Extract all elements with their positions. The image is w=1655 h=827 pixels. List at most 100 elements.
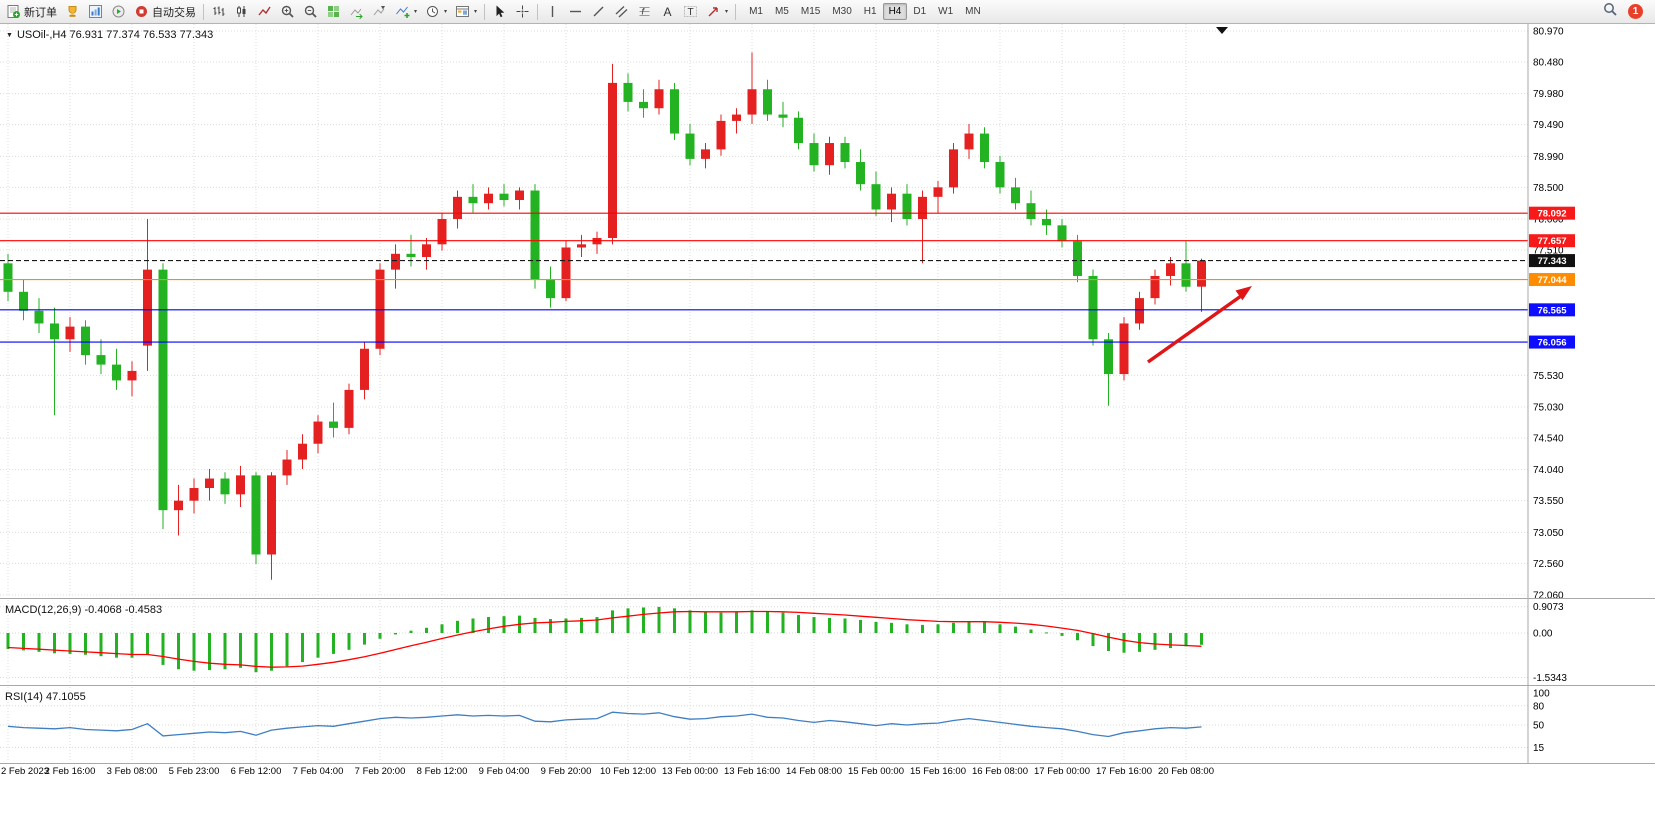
new-order-button[interactable]: 新订单 xyxy=(2,2,61,22)
cursor-icon xyxy=(492,4,507,19)
trendline-icon xyxy=(591,4,606,19)
zoom-out-button[interactable] xyxy=(299,2,322,22)
vertical-line-button[interactable] xyxy=(541,2,564,22)
svg-text:73.050: 73.050 xyxy=(1533,528,1564,539)
timeframe-button-m15[interactable]: M15 xyxy=(795,3,826,20)
label-button[interactable]: T xyxy=(679,2,702,22)
svg-text:20 Feb 08:00: 20 Feb 08:00 xyxy=(1158,766,1214,777)
notification-badge[interactable]: 1 xyxy=(1628,4,1643,19)
periods-icon xyxy=(425,4,440,19)
rsi-name: RSI(14) xyxy=(5,691,43,703)
cursor-button[interactable] xyxy=(488,2,511,22)
timeframe-button-h1[interactable]: H1 xyxy=(858,3,883,20)
toolbar-separator xyxy=(203,3,204,20)
macd-values: -0.4068 -0.4583 xyxy=(84,604,163,616)
timeframe-button-m30[interactable]: M30 xyxy=(826,3,857,20)
svg-text:9 Feb 04:00: 9 Feb 04:00 xyxy=(479,766,530,777)
svg-text:74.540: 74.540 xyxy=(1533,434,1564,445)
svg-text:78.500: 78.500 xyxy=(1533,183,1564,194)
channel-button[interactable] xyxy=(610,2,633,22)
rsi-label: RSI(14) 47.1055 xyxy=(5,691,86,703)
zoom-in-icon xyxy=(280,4,295,19)
toolbar-right-group: 1 xyxy=(1602,1,1653,22)
svg-text:14 Feb 08:00: 14 Feb 08:00 xyxy=(786,766,842,777)
line-chart-button[interactable] xyxy=(253,2,276,22)
timeframe-button-mn[interactable]: MN xyxy=(959,3,987,20)
symbol-dropdown-icon[interactable]: ▼ xyxy=(6,31,13,39)
svg-text:7 Feb 04:00: 7 Feb 04:00 xyxy=(293,766,344,777)
svg-text:16 Feb 08:00: 16 Feb 08:00 xyxy=(972,766,1028,777)
svg-text:78.990: 78.990 xyxy=(1533,152,1564,163)
svg-text:17 Feb 00:00: 17 Feb 00:00 xyxy=(1034,766,1090,777)
timeframe-button-m1[interactable]: M1 xyxy=(743,3,769,20)
svg-text:77.343: 77.343 xyxy=(1537,256,1566,267)
crosshair-icon xyxy=(515,4,530,19)
shapes-button[interactable]: ▾ xyxy=(702,2,732,22)
fibonacci-icon: f xyxy=(637,4,652,19)
trendline-button[interactable] xyxy=(587,2,610,22)
fibonacci-button[interactable]: f xyxy=(633,2,656,22)
dropdown-caret-icon: ▾ xyxy=(474,9,478,15)
zoom-in-button[interactable] xyxy=(276,2,299,22)
timeframe-button-m5[interactable]: M5 xyxy=(769,3,795,20)
zoom-out-icon xyxy=(303,4,318,19)
svg-text:13 Feb 00:00: 13 Feb 00:00 xyxy=(662,766,718,777)
indicators-button[interactable]: ▾ xyxy=(391,2,421,22)
crosshair-button[interactable] xyxy=(511,2,534,22)
auto-trading-icon xyxy=(134,4,149,19)
macd-name: MACD(12,26,9) xyxy=(5,604,82,616)
label-icon: T xyxy=(683,4,698,19)
dropdown-caret-icon: ▾ xyxy=(725,9,729,15)
svg-text:15: 15 xyxy=(1533,743,1545,754)
svg-text:79.490: 79.490 xyxy=(1533,120,1564,131)
svg-text:77.044: 77.044 xyxy=(1537,275,1567,286)
svg-text:2 Feb 16:00: 2 Feb 16:00 xyxy=(45,766,96,777)
svg-text:80.970: 80.970 xyxy=(1533,27,1564,38)
auto-scroll-button[interactable] xyxy=(345,2,368,22)
svg-text:15 Feb 16:00: 15 Feb 16:00 xyxy=(910,766,966,777)
chart-area[interactable]: 80.970 80.480 79.980 79.490 78.990 78.500 78.0… xyxy=(0,24,1655,827)
toolbar-separator xyxy=(735,3,737,20)
svg-text:5 Feb 23:00: 5 Feb 23:00 xyxy=(169,766,220,777)
svg-text:-1.5343: -1.5343 xyxy=(1533,673,1567,684)
market-watch-icon xyxy=(65,4,80,19)
svg-text:13 Feb 16:00: 13 Feb 16:00 xyxy=(724,766,780,777)
dropdown-caret-icon: ▾ xyxy=(444,9,448,15)
bar-chart-button[interactable] xyxy=(207,2,230,22)
candlestick-icon xyxy=(234,4,249,19)
svg-text:0.00: 0.00 xyxy=(1533,629,1553,640)
macd-label: MACD(12,26,9) -0.4068 -0.4583 xyxy=(5,604,162,616)
data-window-button[interactable] xyxy=(84,2,107,22)
toolbar-separator xyxy=(484,3,486,20)
horizontal-line-icon xyxy=(568,4,583,19)
svg-text:9 Feb 20:00: 9 Feb 20:00 xyxy=(541,766,592,777)
text-button[interactable]: A xyxy=(656,2,679,22)
market-watch-button[interactable] xyxy=(61,2,84,22)
tile-windows-button[interactable] xyxy=(322,2,345,22)
horizontal-line-button[interactable] xyxy=(564,2,587,22)
svg-text:76.565: 76.565 xyxy=(1537,305,1567,316)
timeframe-button-w1[interactable]: W1 xyxy=(932,3,959,20)
candlestick-button[interactable] xyxy=(230,2,253,22)
templates-icon xyxy=(455,4,470,19)
rsi-value: 47.1055 xyxy=(45,691,86,703)
search-icon[interactable] xyxy=(1602,1,1618,22)
periods-button[interactable]: ▾ xyxy=(421,2,451,22)
svg-text:78.092: 78.092 xyxy=(1537,209,1566,220)
timeframe-button-h4[interactable]: H4 xyxy=(882,3,908,20)
chart-canvas[interactable]: 80.970 80.480 79.980 79.490 78.990 78.500 78.0… xyxy=(0,24,1655,827)
svg-text:50: 50 xyxy=(1533,721,1545,732)
svg-text:75.030: 75.030 xyxy=(1533,403,1564,414)
strategy-tester-button[interactable] xyxy=(107,2,130,22)
auto-scroll-icon xyxy=(349,4,364,19)
bar-chart-icon xyxy=(211,4,226,19)
chart-shift-button[interactable] xyxy=(368,2,391,22)
auto-trading-button[interactable]: 自动交易 xyxy=(130,2,200,22)
svg-text:17 Feb 16:00: 17 Feb 16:00 xyxy=(1096,766,1152,777)
templates-button[interactable]: ▾ xyxy=(451,2,481,22)
svg-text:80: 80 xyxy=(1533,701,1545,712)
timeframe-button-d1[interactable]: D1 xyxy=(907,3,932,20)
new-order-label: 新订单 xyxy=(24,6,57,19)
svg-text:79.980: 79.980 xyxy=(1533,89,1564,100)
